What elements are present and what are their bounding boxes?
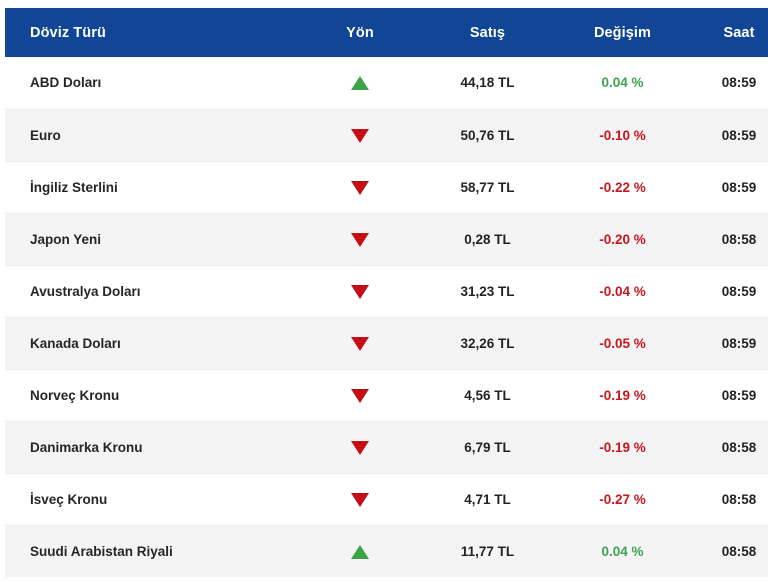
table-row[interactable]: Danimarka Kronu 6,79 TL -0.19 % 08:58 (5, 421, 768, 474)
cell-change-percent: 0.04 % (555, 57, 690, 110)
table-row[interactable]: Suudi Arabistan Riyali 11,77 TL 0.04 % 08:5… (5, 525, 768, 577)
cell-time: 08:59 (690, 265, 768, 318)
table-body: ABD Doları 44,18 TL 0.04 % 08:59 Euro 50,76 T… (5, 57, 768, 577)
cell-time: 08:58 (690, 473, 768, 526)
cell-currency-name: Avustralya Doları (5, 265, 300, 318)
cell-direction (300, 369, 420, 422)
cell-direction (300, 525, 420, 577)
cell-direction (300, 421, 420, 474)
table-row[interactable]: Norveç Kronu 4,56 TL -0.19 % 08:59 (5, 369, 768, 422)
cell-direction (300, 317, 420, 370)
cell-time: 08:59 (690, 317, 768, 370)
cell-currency-name: Suudi Arabistan Riyali (30, 543, 173, 559)
triangle-up-icon (351, 76, 369, 91)
cell-currency-name: Danimarka Kronu (5, 421, 300, 474)
currency-rates-table: Döviz Türü Yön Satış Değişim Saat ABD Do… (5, 8, 768, 577)
cell-time: 08:59 (690, 369, 768, 422)
cell-price: 6,79 TL (420, 421, 555, 474)
table-row[interactable]: Japon Yeni 0,28 TL -0.20 % 08:58 (5, 213, 768, 266)
cell-currency-name: İngiliz Sterlini (5, 161, 300, 214)
table-header: Döviz Türü Yön Satış Değişim Saat (5, 8, 768, 57)
column-header-direction: Yön (300, 8, 420, 57)
cell-currency-name: ABD Doları (5, 57, 300, 110)
cell-price: 0,28 TL (420, 213, 555, 266)
triangle-down-icon (351, 180, 369, 195)
cell-change-percent: -0.10 % (555, 109, 690, 162)
cell-currency-name: İsveç Kronu (5, 473, 300, 526)
table-row[interactable]: ABD Doları 44,18 TL 0.04 % 08:59 (5, 57, 768, 110)
triangle-down-icon (351, 232, 369, 247)
triangle-down-icon (351, 336, 369, 351)
cell-direction (300, 57, 420, 110)
triangle-up-icon (351, 544, 369, 559)
table-row[interactable]: Kanada Doları 32,26 TL -0.05 % 08:59 (5, 317, 768, 370)
column-header-change: Değişim (555, 8, 690, 57)
cell-price: 50,76 TL (420, 109, 555, 162)
cell-direction (300, 265, 420, 318)
column-header-time: Saat (690, 8, 768, 57)
triangle-down-icon (351, 492, 369, 507)
cell-direction (300, 109, 420, 162)
cell-time: 08:58 (690, 421, 768, 474)
cell-change-percent: -0.05 % (555, 317, 690, 370)
cell-direction (300, 161, 420, 214)
table-row[interactable]: Euro 50,76 TL -0.10 % 08:59 (5, 109, 768, 162)
cell-currency-name: Norveç Kronu (5, 369, 300, 422)
table-row[interactable]: İsveç Kronu 4,71 TL -0.27 % 08:58 (5, 473, 768, 526)
cell-change-percent: -0.22 % (555, 161, 690, 214)
cell-direction (300, 473, 420, 526)
cell-currency-name: Euro (5, 109, 300, 162)
column-header-currency: Döviz Türü (5, 8, 300, 57)
cell-price: 11,77 TL (460, 543, 515, 559)
cell-change-percent: -0.19 % (555, 369, 690, 422)
cell-price: 4,56 TL (420, 369, 555, 422)
cell-change-percent: 0.04 % (601, 543, 644, 559)
cell-price: 4,71 TL (420, 473, 555, 526)
cell-currency-name: Japon Yeni (5, 213, 300, 266)
cell-time: 08:58 (721, 543, 757, 559)
cell-price: 44,18 TL (420, 57, 555, 110)
cell-time: 08:59 (690, 109, 768, 162)
table-row[interactable]: İngiliz Sterlini 58,77 TL -0.22 % 08:59 (5, 161, 768, 214)
cell-change-percent: -0.27 % (555, 473, 690, 526)
cell-change-percent: -0.04 % (555, 265, 690, 318)
cell-time: 08:59 (690, 57, 768, 110)
column-header-price: Satış (420, 8, 555, 57)
cell-change-percent: -0.19 % (555, 421, 690, 474)
triangle-down-icon (351, 128, 369, 143)
cell-price: 58,77 TL (420, 161, 555, 214)
cell-currency-name: Kanada Doları (5, 317, 300, 370)
triangle-down-icon (351, 284, 369, 299)
cell-price: 32,26 TL (420, 317, 555, 370)
triangle-down-icon (351, 388, 369, 403)
cell-direction (300, 213, 420, 266)
table-row[interactable]: Avustralya Doları 31,23 TL -0.04 % 08:59 (5, 265, 768, 318)
cell-time: 08:58 (690, 213, 768, 266)
triangle-down-icon (351, 440, 369, 455)
cell-change-percent: -0.20 % (555, 213, 690, 266)
cell-price: 31,23 TL (420, 265, 555, 318)
table-header-row: Döviz Türü Yön Satış Değişim Saat (5, 8, 768, 57)
cell-time: 08:59 (690, 161, 768, 214)
